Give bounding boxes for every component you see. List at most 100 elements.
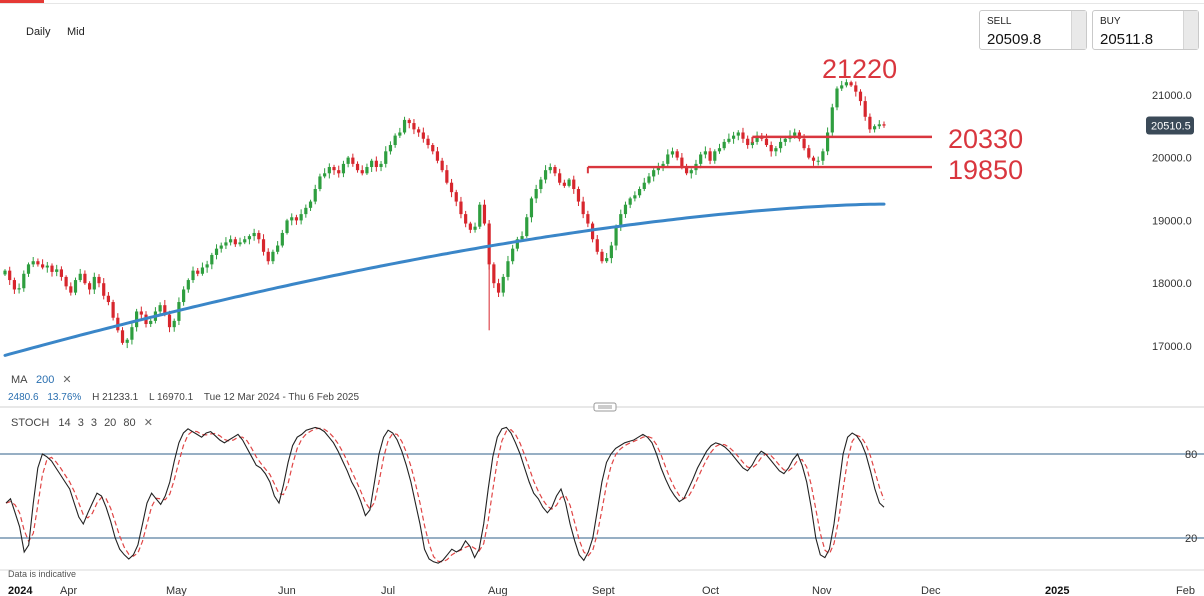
candle-body <box>73 280 78 293</box>
candle-body <box>243 239 247 243</box>
y-tick-label: 19000.0 <box>1152 215 1192 227</box>
y-tick-label: 18000.0 <box>1152 278 1192 290</box>
buy-button[interactable]: BUY 20511.8 <box>1092 10 1199 50</box>
candle-body <box>529 198 534 218</box>
change-pct: 13.76% <box>47 392 82 403</box>
sell-button-edge <box>1071 11 1086 49</box>
interval-selector[interactable]: Daily <box>26 26 51 38</box>
candle-body <box>520 236 524 240</box>
candle-body <box>708 151 712 161</box>
candle-body <box>600 251 604 262</box>
sell-price: 20509.8 <box>987 31 1042 48</box>
candle-body <box>501 276 505 293</box>
candle-body <box>656 167 660 171</box>
candle-body <box>337 170 341 174</box>
candle-body <box>830 107 834 133</box>
candle-body <box>191 270 195 281</box>
candle-body <box>605 258 609 262</box>
candle-body <box>219 245 223 249</box>
candle-body <box>327 167 331 174</box>
candle-body <box>421 132 425 139</box>
stoch-param[interactable]: 80 <box>123 417 136 429</box>
x-tick-label: Jun <box>278 585 296 596</box>
candle-body <box>652 170 656 177</box>
candle-body <box>247 236 252 240</box>
candle-body <box>252 232 256 237</box>
candle-body <box>703 151 707 155</box>
candle-body <box>398 132 402 136</box>
x-tick-label: Dec <box>921 585 941 596</box>
candle-body <box>440 160 444 171</box>
stoch-param[interactable]: 3 <box>90 417 97 429</box>
candle-body <box>360 170 364 174</box>
candle-body <box>854 85 858 92</box>
candle-body <box>257 232 261 240</box>
ma-period[interactable]: 200 <box>35 374 55 386</box>
candle-body <box>182 289 186 303</box>
candle-body <box>877 124 881 127</box>
stoch-label: STOCH <box>11 417 50 429</box>
ma-close-icon[interactable]: ✕ <box>62 374 72 386</box>
candle-body <box>468 223 472 230</box>
candle-body <box>31 261 35 265</box>
candle-body <box>802 138 806 149</box>
y-tick-label: 17000.0 <box>1152 341 1192 353</box>
candle-body <box>562 182 566 186</box>
candle-body <box>755 135 759 142</box>
candle-body <box>200 267 205 274</box>
candle-body <box>863 101 867 117</box>
candle-body <box>473 226 477 230</box>
candle-body <box>539 179 543 189</box>
candle-body <box>464 214 468 224</box>
candle-body <box>680 157 684 168</box>
candle-body <box>459 201 463 215</box>
candle-body <box>769 145 773 152</box>
candle-body <box>238 242 242 245</box>
candle-body <box>689 170 693 174</box>
candle-body <box>628 198 632 205</box>
buy-button-edge <box>1183 11 1198 49</box>
candle-body <box>699 154 703 164</box>
candle-body <box>567 179 571 186</box>
candle-body <box>106 295 111 303</box>
stoch-param[interactable]: 14 <box>58 417 71 429</box>
candle-body <box>130 327 134 340</box>
x-tick-label: Sept <box>592 585 615 596</box>
stoch-param[interactable]: 20 <box>104 417 117 429</box>
candle-body <box>355 163 360 171</box>
candle-body <box>797 132 801 139</box>
candle-body <box>553 167 557 174</box>
candle-body <box>844 82 848 86</box>
candle-body <box>374 160 378 168</box>
candle-body <box>384 151 388 164</box>
candle-body <box>825 132 830 152</box>
candle-body <box>666 154 670 164</box>
stoch-d-line <box>5 427 885 563</box>
candle-body <box>407 119 411 124</box>
y-tick-label: 20000.0 <box>1152 153 1192 165</box>
candle-body <box>576 189 581 202</box>
sell-label: SELL <box>987 16 1012 27</box>
ma-label: MA <box>11 374 27 386</box>
candle-body <box>783 138 787 142</box>
candle-body <box>496 283 501 293</box>
candle-body <box>623 204 628 215</box>
candle-body <box>581 201 585 215</box>
candle-body <box>412 123 416 130</box>
stoch-param[interactable]: 3 <box>77 417 84 429</box>
candle-body <box>543 170 548 180</box>
buy-label: BUY <box>1100 16 1121 27</box>
candle-body <box>351 157 355 164</box>
candle-body <box>764 138 769 146</box>
sell-button[interactable]: SELL 20509.8 <box>979 10 1087 50</box>
candle-body <box>478 204 482 227</box>
candle-body <box>840 85 844 89</box>
candle-body <box>83 273 87 284</box>
candle-body <box>341 163 346 174</box>
price-type-selector[interactable]: Mid <box>67 26 85 38</box>
candle-body <box>78 273 82 281</box>
candle-body <box>261 239 266 252</box>
candle-body <box>548 167 552 171</box>
stoch-close-icon[interactable]: ✕ <box>143 417 153 429</box>
